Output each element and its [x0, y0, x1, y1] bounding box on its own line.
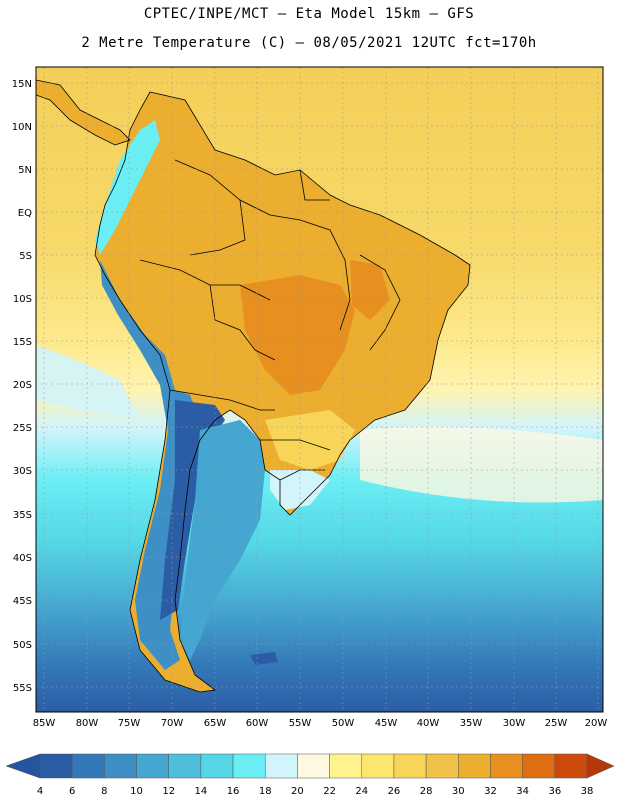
- lon-label: 75W: [118, 718, 141, 729]
- colorbar-label: 20: [291, 786, 304, 797]
- colorbar-label: 36: [548, 786, 561, 797]
- lat-label: 40S: [13, 553, 32, 564]
- lon-label: 60W: [246, 718, 269, 729]
- lon-label: 55W: [289, 718, 312, 729]
- lat-label: 35S: [13, 510, 32, 521]
- colorbar-swatch: [490, 753, 523, 779]
- lat-label: 15S: [13, 337, 32, 348]
- colorbar-high-arrow: [586, 753, 615, 779]
- lat-label: 25S: [13, 423, 32, 434]
- lat-label: 10N: [12, 122, 32, 133]
- lat-label: EQ: [18, 208, 32, 219]
- colorbar-swatch: [71, 753, 105, 779]
- south-america-land: [95, 92, 470, 692]
- uruguay-cool-zone: [270, 470, 330, 510]
- latitude-labels: 15N 10N 5N EQ 5S 10S 15S 20S 25S 30S 35S…: [12, 79, 32, 694]
- colorbar-label: 4: [37, 786, 43, 797]
- falkland-islands: [250, 652, 278, 665]
- colorbar-label: 24: [355, 786, 368, 797]
- colorbar-swatch: [264, 753, 298, 779]
- subtropical-band: [360, 426, 603, 503]
- colorbar-label: 34: [516, 786, 529, 797]
- lon-label: 30W: [503, 718, 526, 729]
- colorbar-label: 30: [452, 786, 465, 797]
- colorbar-swatch: [136, 753, 169, 779]
- colorbar-swatch: [297, 753, 330, 779]
- lat-label: 5N: [18, 165, 32, 176]
- interior-hot-zone: [240, 275, 355, 395]
- lat-label: 45S: [13, 596, 32, 607]
- map-title: CPTEC/INPE/MCT – Eta Model 15km – GFS: [143, 6, 475, 22]
- lon-label: 50W: [332, 718, 355, 729]
- lat-label: 30S: [13, 466, 32, 477]
- lon-label: 20W: [585, 718, 608, 729]
- lat-label: 10S: [13, 294, 32, 305]
- colorbar-label: 28: [420, 786, 433, 797]
- colorbar-label: 12: [162, 786, 175, 797]
- map-subtitle: 2 Metre Temperature (C) – 08/05/2021 12U…: [81, 35, 537, 51]
- longitude-labels: 85W 80W 75W 70W 65W 60W 55W 50W 45W 40W …: [33, 718, 608, 729]
- colorbar-swatch: [393, 753, 427, 779]
- colorbar-label: 16: [227, 786, 240, 797]
- colorbar-swatch: [329, 753, 363, 779]
- colorbar-label: 6: [69, 786, 75, 797]
- colorbar-label: 10: [130, 786, 143, 797]
- lon-label: 40W: [417, 718, 440, 729]
- lat-label: 20S: [13, 380, 32, 391]
- central-america-land: [36, 80, 130, 145]
- colorbar: 4 6 8 10 12 14 16 18 20 22 24 26 28 30 32 34 36 38: [5, 753, 615, 797]
- colorbar-swatch: [361, 753, 395, 779]
- colorbar-label: 32: [484, 786, 497, 797]
- colorbar-swatch: [458, 753, 491, 779]
- lon-label: 70W: [161, 718, 184, 729]
- lat-label: 5S: [19, 251, 32, 262]
- colorbar-swatch: [39, 753, 73, 779]
- lon-label: 35W: [460, 718, 483, 729]
- northern-andes: [95, 120, 160, 255]
- lon-label: 25W: [545, 718, 568, 729]
- lon-label: 65W: [204, 718, 227, 729]
- colorbar-label: 22: [323, 786, 336, 797]
- colorbar-label: 8: [101, 786, 107, 797]
- south-brazil-zone: [265, 410, 355, 470]
- colorbar-swatch: [200, 753, 234, 779]
- temperature-field: [36, 67, 603, 712]
- lat-label: 50S: [13, 640, 32, 651]
- pacific-cool-band: [36, 345, 140, 420]
- northeast-hot-zone: [350, 260, 390, 320]
- colorbar-label: 26: [388, 786, 401, 797]
- colorbar-swatch: [554, 753, 588, 779]
- colorbar-swatch: [104, 753, 137, 779]
- country-borders: [36, 79, 471, 693]
- colorbar-swatch: [425, 753, 459, 779]
- lon-label: 45W: [375, 718, 398, 729]
- lat-label: 55S: [13, 683, 32, 694]
- map-frame: [35, 66, 604, 713]
- high-andes: [160, 400, 225, 620]
- colorbar-label: 38: [581, 786, 594, 797]
- lat-label: 15N: [12, 79, 32, 90]
- colorbar-swatch: [522, 753, 556, 779]
- colorbar-label: 14: [195, 786, 208, 797]
- lon-label: 80W: [76, 718, 99, 729]
- colorbar-swatch: [232, 753, 266, 779]
- lon-label: 85W: [33, 718, 56, 729]
- colorbar-low-arrow: [5, 753, 41, 779]
- colorbar-swatch: [168, 753, 202, 779]
- colorbar-label: 18: [259, 786, 272, 797]
